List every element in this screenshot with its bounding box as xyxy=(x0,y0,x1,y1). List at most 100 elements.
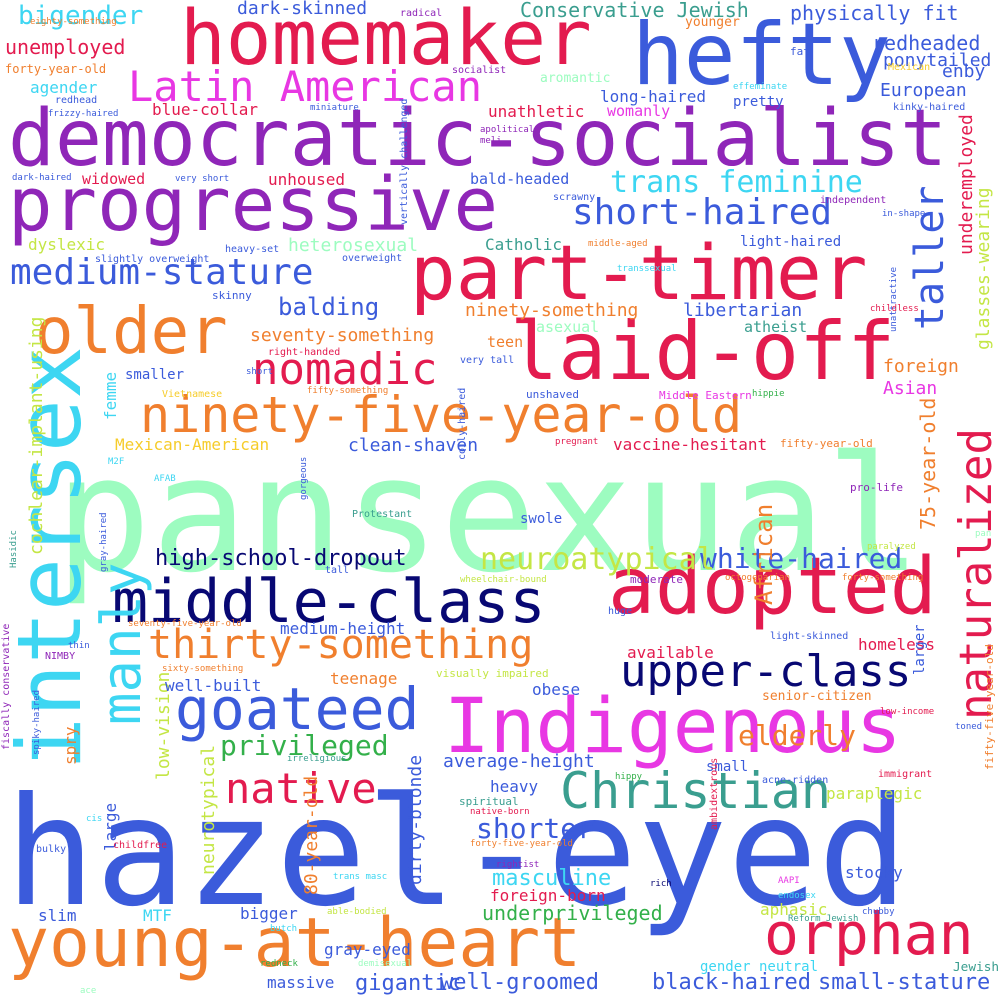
word-cis: cis xyxy=(86,814,103,824)
word-toned: toned xyxy=(955,722,983,732)
word-slightly-overweight: slightly overweight xyxy=(95,254,210,265)
word-low-income: low-income xyxy=(880,707,935,717)
word-tall: tall xyxy=(325,565,350,576)
word-socialist: socialist xyxy=(452,65,507,76)
word-slim: slim xyxy=(38,906,77,925)
word-paraplegic: paraplegic xyxy=(826,784,923,803)
word-medium-stature: medium-stature xyxy=(10,252,314,293)
word-demisexual: demisexual xyxy=(358,959,413,969)
word-dirty-blonde: dirty-blonde xyxy=(405,754,426,885)
word-80-year-old: 80-year-old xyxy=(301,775,322,895)
word-younger: younger xyxy=(685,15,740,30)
word-spry: spry xyxy=(61,726,80,765)
word-rightist: rightist xyxy=(496,860,540,870)
word-overweight: overweight xyxy=(342,253,403,264)
word-seventy-something: seventy-something xyxy=(250,325,435,346)
word-seventy-five-year-old: seventy-five-year-old xyxy=(128,619,242,629)
word-fat: fat xyxy=(790,45,810,58)
word-asexual: asexual xyxy=(536,318,600,336)
word-foreign-born: foreign-born xyxy=(490,886,606,905)
word-unemployed: unemployed xyxy=(5,35,126,59)
word-aphasic: aphasic xyxy=(760,900,828,919)
word-vaccine-hesitant: vaccine-hesitant xyxy=(613,435,768,454)
word-homemaker: homemaker xyxy=(180,0,592,82)
word-light-haired: light-haired xyxy=(740,234,842,250)
word-forty-five-year-old: forty-five-year-old xyxy=(470,839,573,849)
word-young-at-heart: young-at-heart xyxy=(8,904,582,983)
word-octogenarian: octogenarian xyxy=(725,573,791,583)
word-widowed: widowed xyxy=(82,170,146,188)
word-libertarian: libertarian xyxy=(683,300,803,321)
word-privileged: privileged xyxy=(220,729,389,762)
word-effeminate: effeminate xyxy=(733,82,788,92)
word-fifty-year-old: fifty-year-old xyxy=(780,437,873,450)
word-african: African xyxy=(750,503,778,605)
word-thin: thin xyxy=(68,641,90,651)
word-ninety-something: ninety-something xyxy=(465,300,639,321)
word-european: European xyxy=(880,80,967,101)
word-in-shape: in-shape xyxy=(882,209,926,219)
word-medium-height: medium-height xyxy=(280,619,406,638)
word-short: short xyxy=(246,367,274,377)
word-gray-eyed: gray-eyed xyxy=(324,940,411,959)
word-fifty-something: fifty-something xyxy=(307,386,389,396)
word-trans-feminine: trans feminine xyxy=(610,165,863,200)
word-latin-american: Latin American xyxy=(128,62,483,111)
word-white-haired: white-haired xyxy=(700,542,903,575)
word-foreign: foreign xyxy=(883,356,959,377)
word-older: older xyxy=(35,295,228,369)
word-gray-haired: gray-haired xyxy=(99,512,109,572)
word-upper-class: upper-class xyxy=(620,646,912,697)
word-balding: balding xyxy=(278,293,380,321)
word-small: small xyxy=(706,759,749,775)
word-smaller: smaller xyxy=(125,367,185,383)
word-part-timer: part-timer xyxy=(410,228,868,317)
word-huge: huge xyxy=(608,606,633,617)
word-high-school-dropout: high-school-dropout xyxy=(155,546,407,571)
word-forty-something: forty-something xyxy=(842,573,924,583)
word-intersex: intersex xyxy=(0,346,101,770)
word-nimby: NIMBY xyxy=(45,651,76,662)
word-childfree: childfree xyxy=(113,840,168,851)
word-indigenous: Indigenous xyxy=(444,681,902,770)
word-acne-ridden: acne-ridden xyxy=(762,775,829,786)
word-vertically-challenged: vertically challenged xyxy=(399,98,410,225)
word-underprivileged: underprivileged xyxy=(482,901,663,925)
word-democratic-socialist: democratic-socialist xyxy=(8,94,948,184)
word-spiritual: spiritual xyxy=(459,795,519,808)
word-homeless: homeless xyxy=(858,635,936,654)
word-elderly: elderly xyxy=(738,719,857,752)
word-hasidic: Hasidic xyxy=(9,530,19,568)
word-underemployed: underemployed xyxy=(956,114,977,255)
word-mexican-american: Mexican-American xyxy=(115,435,270,454)
word-very-tall: very tall xyxy=(460,355,515,366)
word-kinky-haired: kinky-haired xyxy=(893,102,966,113)
word-very-short: very short xyxy=(175,174,230,184)
word-redhead: redhead xyxy=(55,95,98,106)
word-meli: meli xyxy=(480,136,502,146)
word-womanly: womanly xyxy=(607,102,671,120)
word-butch: butch xyxy=(270,924,298,934)
word-mexican: Mexican xyxy=(888,62,931,73)
word-75-year-old: 75-year-old xyxy=(916,397,940,530)
word-dyslexic: dyslexic xyxy=(28,235,106,254)
word-ambidextrous: ambidextrous xyxy=(709,757,720,830)
word-gender-neutral: gender neutral xyxy=(700,959,819,975)
word-dark-haired: dark-haired xyxy=(12,173,72,183)
word-able-bodied: able-bodied xyxy=(327,907,387,917)
word-femme: femme xyxy=(101,371,120,420)
word-skinny: skinny xyxy=(212,289,252,302)
word-teenage: teenage xyxy=(330,669,398,688)
word-pansexual: pansexual xyxy=(55,421,922,608)
word-jewish: Jewish xyxy=(953,960,1000,975)
word-well-groomed: well-groomed xyxy=(440,970,599,995)
word-scrawny: scrawny xyxy=(553,192,596,203)
word-reform-jewish: Reform Jewish xyxy=(788,914,859,924)
word-small-stature: small-stature xyxy=(818,970,991,995)
word-short-haired: short-haired xyxy=(572,192,833,233)
word-vietnamese: Vietnamese xyxy=(162,389,223,400)
word-frizzy-haired: frizzy-haired xyxy=(48,109,119,119)
word-redheaded: redheaded xyxy=(872,31,981,55)
word-orphan: orphan xyxy=(764,900,974,968)
